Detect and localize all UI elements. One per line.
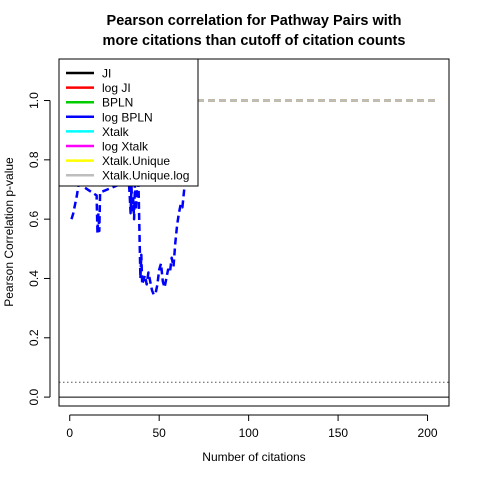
y-tick-label: 0.6 [27,210,41,227]
legend-label-7: Xtalk.Unique.log [102,169,189,183]
chart-title-line-2: more citations than cutoff of citation c… [103,33,406,49]
y-tick-label: 0.0 [27,388,41,405]
x-tick-label: 50 [153,426,167,440]
series-line-3 [70,176,186,297]
reference-lines [59,381,449,398]
legend-label-2: BPLN [102,96,133,110]
y-tick-label: 0.2 [27,329,41,346]
series-lines [70,99,437,297]
legend-label-6: Xtalk.Unique [102,154,170,168]
x-axis: 0 50 100 150 200 [66,414,438,440]
plot-area [59,99,449,398]
y-axis: 0.0 0.2 0.4 0.6 0.8 1.0 [27,92,51,405]
y-tick-label: 0.8 [27,151,41,168]
chart-title-line-1: Pearson correlation for Pathway Pairs wi… [107,13,402,29]
legend-label-4: Xtalk [102,125,130,139]
legend-label-0: JI [102,67,111,81]
x-tick-label: 0 [66,426,73,440]
x-axis-label: Number of citations [202,450,305,464]
y-tick-label: 1.0 [27,92,41,109]
legend-label-1: log JI [102,81,131,95]
legend-label-3: log BPLN [102,110,153,124]
legend-label-5: log Xtalk [102,140,149,154]
legend-box [58,58,199,187]
x-tick-label: 100 [239,426,259,440]
y-tick-label: 0.4 [27,270,41,287]
y-axis-label: Pearson Correlation p-value [2,157,16,307]
x-tick-label: 200 [418,426,438,440]
x-tick-label: 150 [328,426,348,440]
plot-frame [58,58,450,407]
